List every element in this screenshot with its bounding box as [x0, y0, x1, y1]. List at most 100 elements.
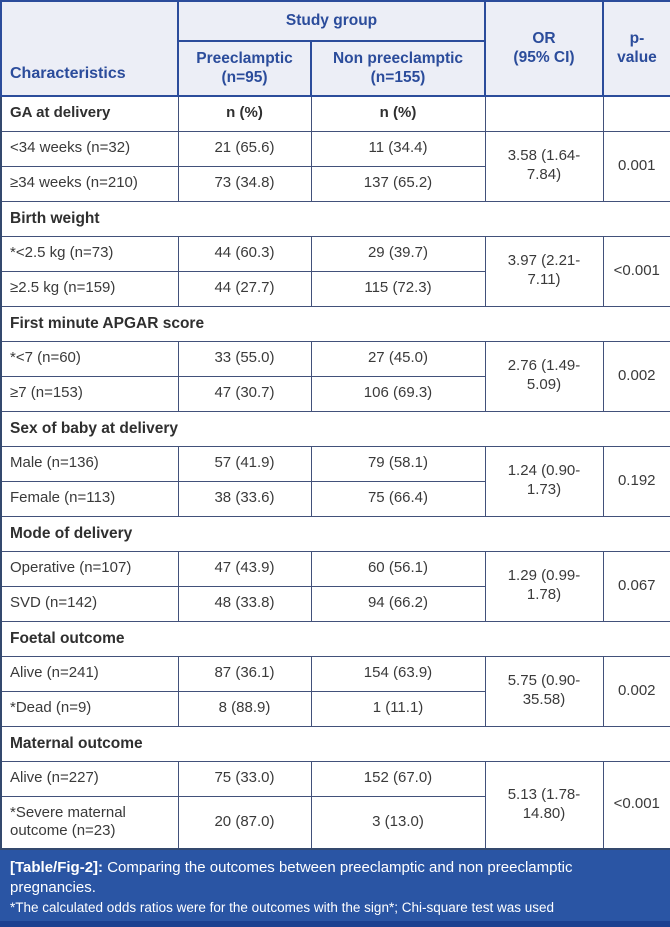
preeclamptic-value: 87 (36.1) [177, 655, 312, 692]
non-preeclamptic-value: 152 (67.0) [310, 760, 486, 797]
characteristic-cell: Alive (n=241) [0, 655, 179, 692]
data-row: SVD (n=142) 48 (33.8) 94 (66.2) [0, 585, 670, 622]
p-value: 0.192 [602, 445, 670, 517]
header-row-groups: Preeclamptic (n=95) Non preeclamptic (n=… [1, 40, 670, 97]
section-title: GA at delivery [0, 95, 179, 132]
data-row: *Severe maternal outcome (n=23) 20 (87.0… [0, 795, 670, 850]
characteristic-cell: *<2.5 kg (n=73) [0, 235, 179, 272]
non-preeclamptic-value: 60 (56.1) [310, 550, 486, 587]
preeclamptic-value: 73 (34.8) [177, 165, 312, 202]
preeclamptic-value: 75 (33.0) [177, 760, 312, 797]
non-preeclamptic-value: 106 (69.3) [310, 375, 486, 412]
p-value: <0.001 [602, 235, 670, 307]
section-title: First minute APGAR score [0, 305, 670, 342]
bottom-accent-strip [0, 920, 670, 927]
non-preeclamptic-value: 29 (39.7) [310, 235, 486, 272]
preeclamptic-value: 47 (43.9) [177, 550, 312, 587]
section-header-row: Birth weight [0, 200, 670, 237]
empty-p-cell [602, 95, 670, 132]
preeclamptic-value: 47 (30.7) [177, 375, 312, 412]
preeclamptic-value: 44 (27.7) [177, 270, 312, 307]
non-preeclamptic-value: 94 (66.2) [310, 585, 486, 622]
characteristic-cell: Female (n=113) [0, 480, 179, 517]
characteristic-cell: ≥2.5 kg (n=159) [0, 270, 179, 307]
data-row: ≥34 weeks (n=210) 73 (34.8) 137 (65.2) [0, 165, 670, 202]
column-header-characteristics: Characteristics [0, 0, 179, 97]
or-value: 2.76 (1.49- 5.09) [484, 340, 604, 412]
characteristic-cell: ≥34 weeks (n=210) [0, 165, 179, 202]
column-header-preeclamptic: Preeclamptic (n=95) [177, 40, 312, 97]
section-subheader-row: GA at delivery n (%) n (%) [0, 95, 670, 132]
non-preeclamptic-value: 27 (45.0) [310, 340, 486, 377]
or-value: 3.97 (2.21- 7.11) [484, 235, 604, 307]
p-value: <0.001 [602, 760, 670, 850]
non-preeclamptic-value: 11 (34.4) [310, 130, 486, 167]
figure-label: [Table/Fig-2]: [10, 859, 104, 876]
characteristic-cell: *Severe maternal outcome (n=23) [0, 795, 179, 850]
characteristic-cell: <34 weeks (n=32) [0, 130, 179, 167]
preeclamptic-value: 8 (88.9) [177, 690, 312, 727]
column-header-study-group: Study group [177, 0, 486, 42]
characteristic-cell: Alive (n=227) [0, 760, 179, 797]
characteristic-cell: *Dead (n=9) [0, 690, 179, 727]
data-row: Male (n=136) 57 (41.9) 79 (58.1) 1.24 (0… [0, 445, 670, 517]
non-preeclamptic-value: 75 (66.4) [310, 480, 486, 517]
preeclamptic-value: 20 (87.0) [177, 795, 312, 850]
non-preeclamptic-value: 79 (58.1) [310, 445, 486, 482]
or-value: 5.13 (1.78- 14.80) [484, 760, 604, 850]
empty-or-cell [484, 95, 604, 132]
section-header-row: Mode of delivery [0, 515, 670, 552]
data-row: *<7 (n=60) 33 (55.0) 27 (45.0) 2.76 (1.4… [0, 340, 670, 412]
caption-line: [Table/Fig-2]: Comparing the outcomes be… [10, 858, 658, 897]
data-row: Alive (n=241) 87 (36.1) 154 (63.9) 5.75 … [0, 655, 670, 727]
section-header-row: Sex of baby at delivery [0, 410, 670, 447]
section-header-row: First minute APGAR score [0, 305, 670, 342]
header-row-study-group: Characteristics Study group OR (95% CI) … [0, 0, 670, 97]
subheader-non-preeclamptic: n (%) [310, 95, 486, 132]
or-value: 1.29 (0.99- 1.78) [484, 550, 604, 622]
non-preeclamptic-value: 154 (63.9) [310, 655, 486, 692]
section-header-row: Foetal outcome [0, 620, 670, 657]
preeclamptic-value: 48 (33.8) [177, 585, 312, 622]
column-header-or: OR (95% CI) [484, 0, 604, 97]
caption-text: Comparing the outcomes between preeclamp… [10, 859, 573, 896]
data-row: Operative (n=107) 47 (43.9) 60 (56.1) 1.… [0, 550, 670, 622]
subheader-preeclamptic: n (%) [177, 95, 312, 132]
preeclamptic-value: 38 (33.6) [177, 480, 312, 517]
data-row: Female (n=113) 38 (33.6) 75 (66.4) [0, 480, 670, 517]
preeclamptic-value: 57 (41.9) [177, 445, 312, 482]
non-preeclamptic-value: 115 (72.3) [310, 270, 486, 307]
preeclamptic-value: 21 (65.6) [177, 130, 312, 167]
data-row: ≥2.5 kg (n=159) 44 (27.7) 115 (72.3) [0, 270, 670, 307]
section-title: Foetal outcome [0, 620, 670, 657]
or-value: 5.75 (0.90- 35.58) [484, 655, 604, 727]
data-row: <34 weeks (n=32) 21 (65.6) 11 (34.4) 3.5… [0, 130, 670, 202]
preeclamptic-value: 44 (60.3) [177, 235, 312, 272]
characteristic-cell: Operative (n=107) [0, 550, 179, 587]
characteristic-cell: *<7 (n=60) [0, 340, 179, 377]
table-caption: [Table/Fig-2]: Comparing the outcomes be… [0, 850, 670, 921]
data-row: *Dead (n=9) 8 (88.9) 1 (11.1) [0, 690, 670, 727]
data-row: *<2.5 kg (n=73) 44 (60.3) 29 (39.7) 3.97… [0, 235, 670, 307]
non-preeclamptic-value: 137 (65.2) [310, 165, 486, 202]
non-preeclamptic-value: 3 (13.0) [310, 795, 486, 850]
characteristic-cell: SVD (n=142) [0, 585, 179, 622]
preeclamptic-value: 33 (55.0) [177, 340, 312, 377]
column-header-non-preeclamptic: Non preeclamptic (n=155) [310, 40, 486, 97]
footnote-text: *The calculated odds ratios were for the… [10, 900, 555, 915]
section-title: Mode of delivery [0, 515, 670, 552]
or-value: 1.24 (0.90- 1.73) [484, 445, 604, 517]
column-header-p-value: p- value [602, 0, 670, 97]
characteristic-cell: ≥7 (n=153) [0, 375, 179, 412]
section-title: Birth weight [0, 200, 670, 237]
data-row: ≥7 (n=153) 47 (30.7) 106 (69.3) [0, 375, 670, 412]
section-header-row: Maternal outcome [0, 725, 670, 762]
data-row: Alive (n=227) 75 (33.0) 152 (67.0) 5.13 … [0, 760, 670, 850]
p-value: 0.002 [602, 655, 670, 727]
section-title: Sex of baby at delivery [0, 410, 670, 447]
outcomes-comparison-table: Characteristics Study group OR (95% CI) … [0, 0, 670, 850]
p-value: 0.001 [602, 130, 670, 202]
non-preeclamptic-value: 1 (11.1) [310, 690, 486, 727]
characteristic-cell: Male (n=136) [0, 445, 179, 482]
